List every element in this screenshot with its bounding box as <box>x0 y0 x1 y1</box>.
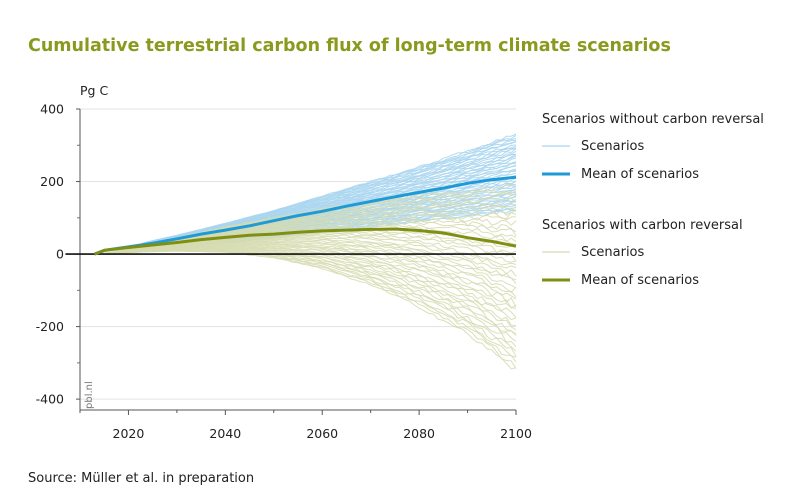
x-tick-label: 2060 <box>306 426 338 441</box>
axes: 400 200 0 -200 -400 2020 2040 2060 2080 2100 <box>36 102 532 442</box>
x-tick-label: 2100 <box>500 426 532 441</box>
y-tick-label: 0 <box>56 247 64 262</box>
x-tick-label: 2040 <box>209 426 241 441</box>
y-tick-label: 200 <box>40 174 64 189</box>
legend-heading: Scenarios with carbon reversal <box>542 218 743 233</box>
scenario-lines <box>94 133 517 370</box>
y-tick-label: -400 <box>36 392 64 407</box>
legend-label: Scenarios <box>581 139 645 154</box>
legend-label: Scenarios <box>581 245 645 260</box>
x-tick-label: 2020 <box>113 426 145 441</box>
legend-heading: Scenarios without carbon reversal <box>542 112 764 127</box>
mean-line <box>93 227 517 256</box>
source-note: Source: Müller et al. in preparation <box>28 471 255 486</box>
x-tick-label: 2080 <box>403 426 435 441</box>
y-axis-label: Pg C <box>80 83 108 98</box>
mean-lines <box>93 175 517 256</box>
watermark: pbl.nl <box>84 381 95 409</box>
scenario-line <box>94 247 517 335</box>
mean-line <box>93 175 517 256</box>
scenario-line <box>94 250 517 369</box>
scenario-line <box>94 250 517 370</box>
y-tick-label: 400 <box>40 102 64 117</box>
y-tick-label: -200 <box>36 319 64 334</box>
gridlines <box>80 108 516 400</box>
legend: Scenarios without carbon reversal Scenari… <box>542 112 764 288</box>
scenario-line <box>94 133 517 255</box>
legend-label: Mean of scenarios <box>581 273 699 288</box>
chart-title: Cumulative terrestrial carbon flux of lo… <box>28 36 671 56</box>
legend-label: Mean of scenarios <box>581 167 699 182</box>
